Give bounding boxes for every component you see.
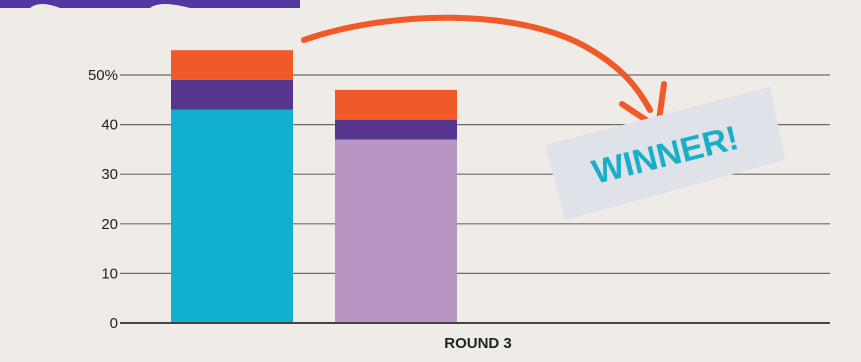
y-tick-label: 0 [110,315,118,332]
y-tick-label: 30 [101,166,118,183]
bar-1-segment-3 [171,50,293,80]
bars-layer [171,50,457,323]
bar-2-segment-3 [335,89,457,120]
bar-1-segment-1 [171,109,293,323]
y-tick-label: 50% [88,67,118,84]
bar-2-segment-1 [335,139,457,323]
y-tick-label: 10 [101,265,118,282]
winner-stamp: WINNER! [545,87,785,220]
y-tick-labels: 0 10 20 30 40 50% [88,67,118,332]
bar-2-segment-2 [335,119,457,140]
winner-stamp-background [545,87,785,220]
bar-1-segment-2 [171,79,293,110]
winner-arrow [301,14,653,113]
y-tick-label: 20 [101,216,118,233]
winner-annotation: WINNER! [301,14,785,220]
y-tick-label: 40 [101,117,118,134]
title-fragment-strip [0,0,300,8]
x-group-label: ROUND 3 [444,335,512,352]
